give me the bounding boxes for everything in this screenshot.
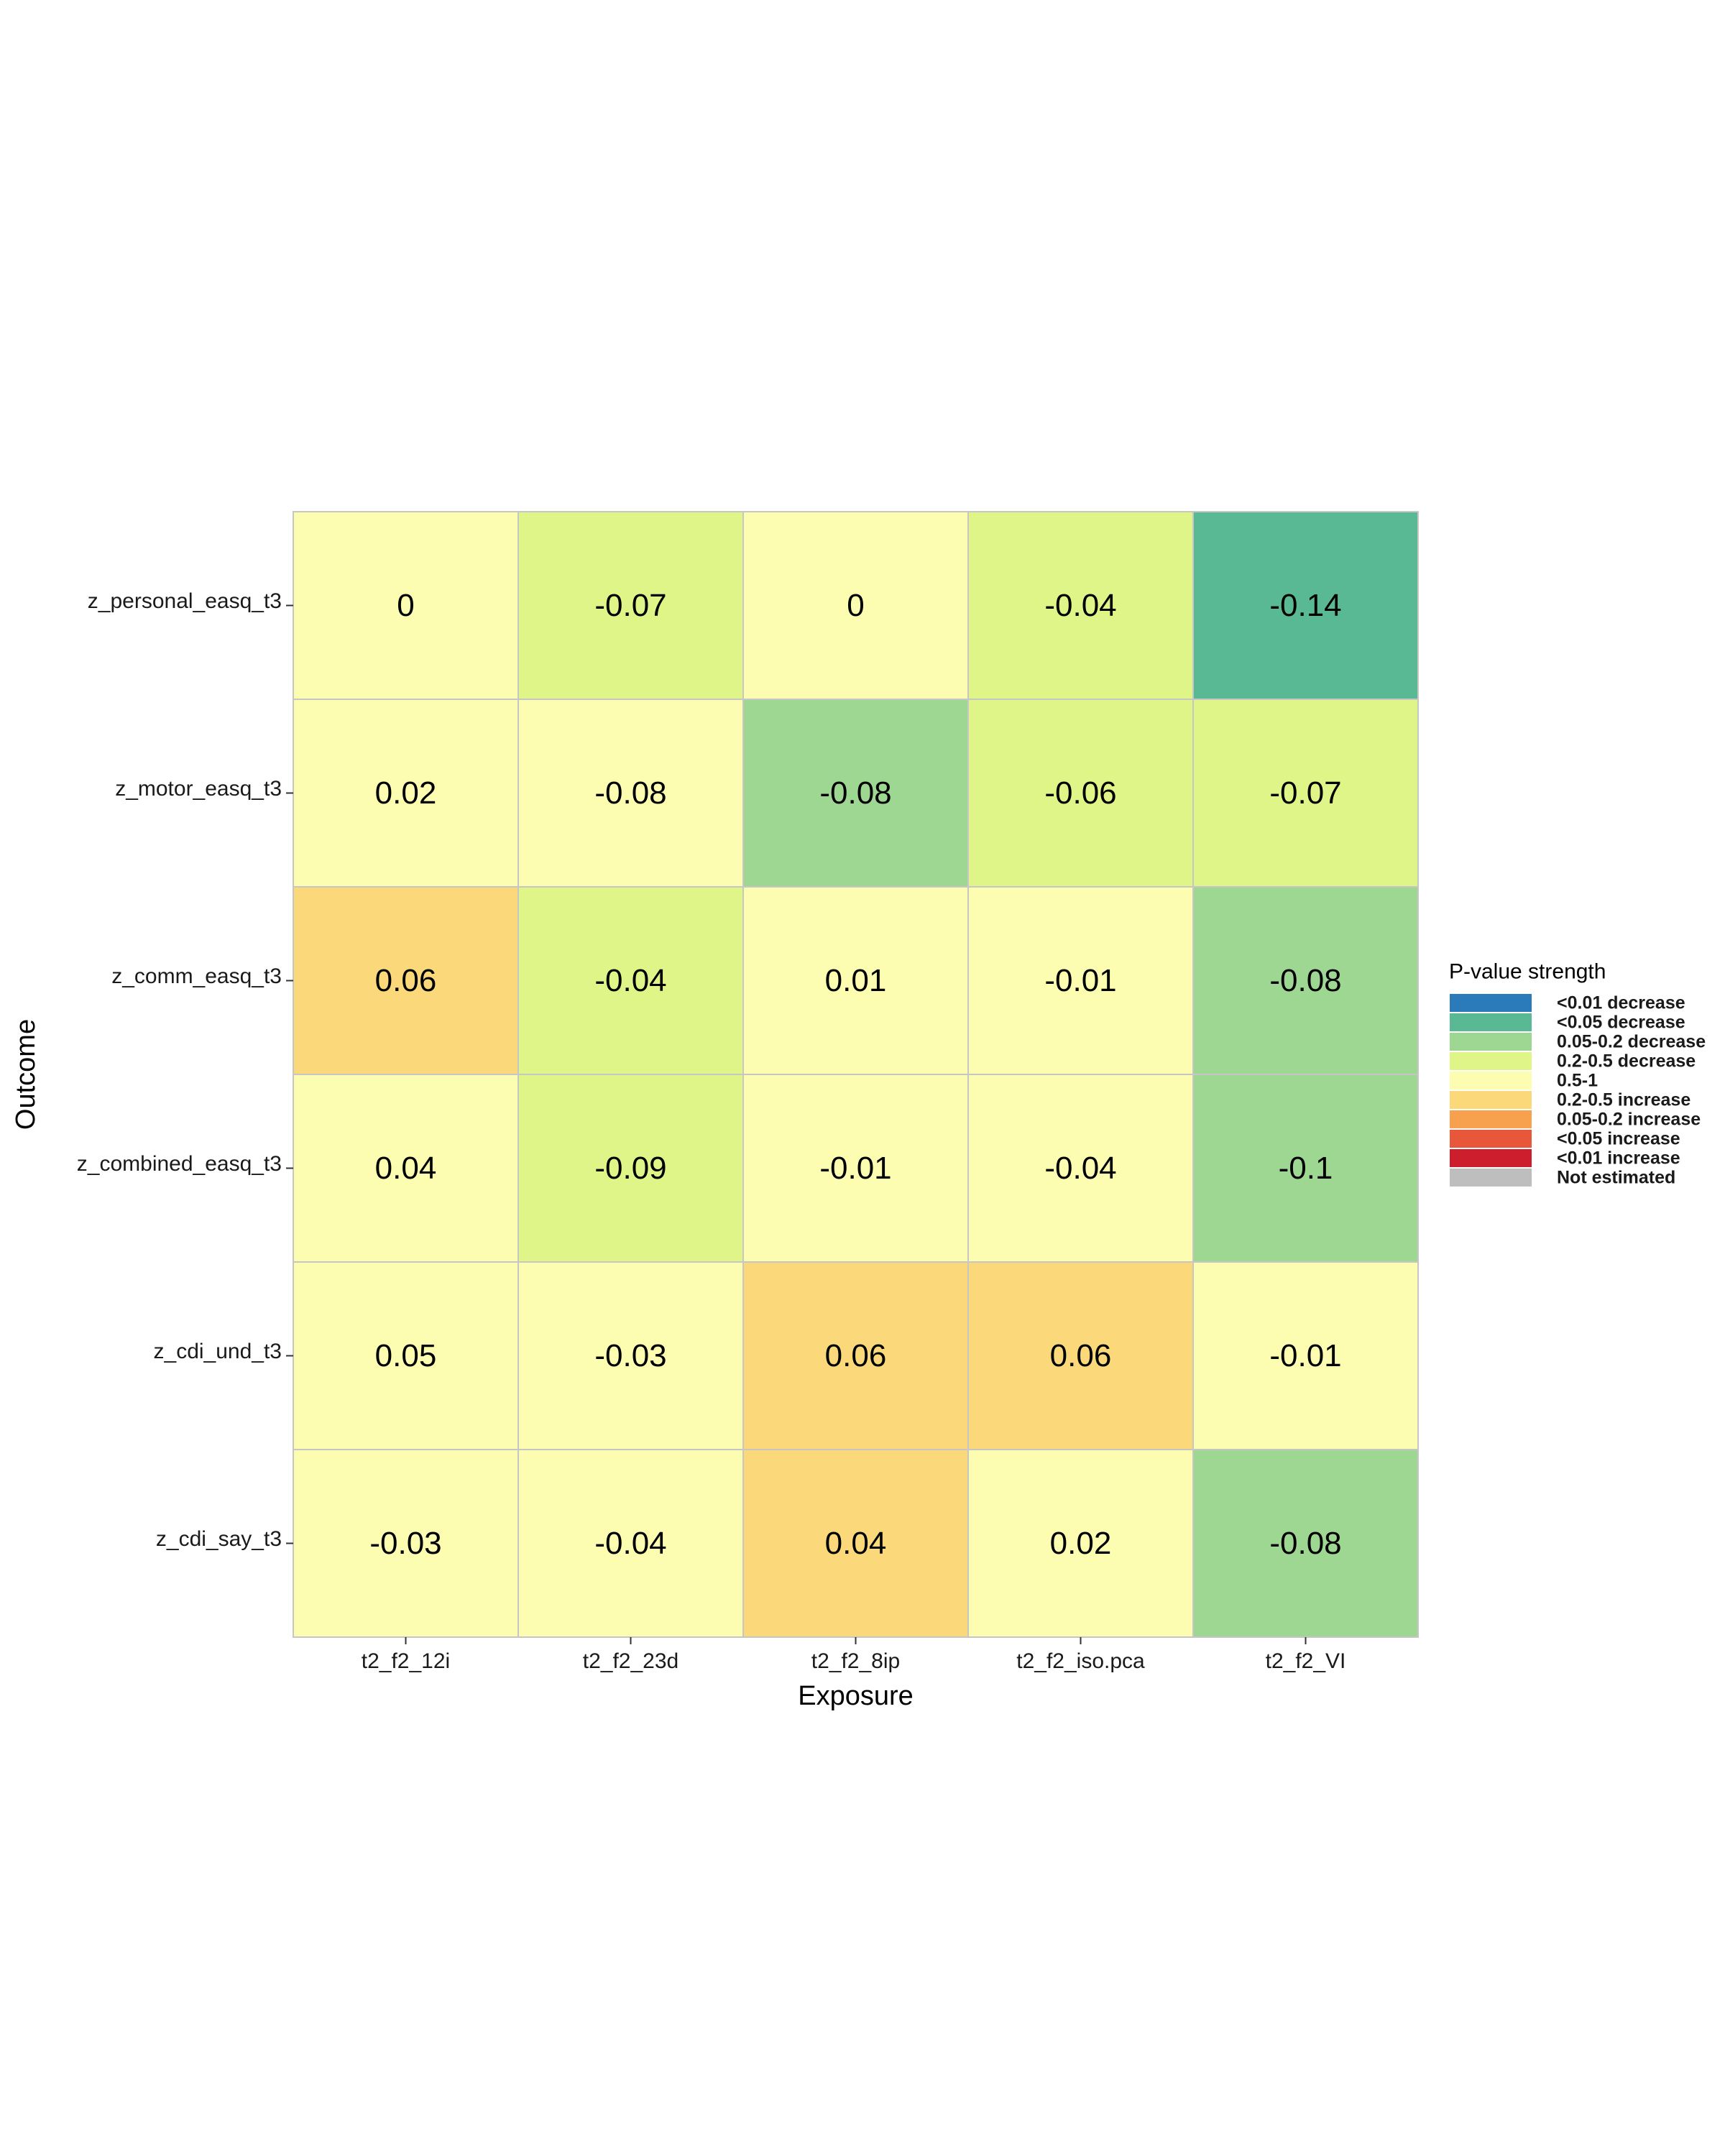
legend-label: <0.05 decrease bbox=[1557, 1013, 1685, 1033]
cell-value-label: 0.04 bbox=[825, 1526, 887, 1561]
cell-value-label: -0.03 bbox=[594, 1338, 666, 1373]
legend-label: 0.5-1 bbox=[1557, 1071, 1598, 1091]
legend-key bbox=[1448, 1012, 1533, 1033]
y-axis-title: Outcome bbox=[11, 1019, 41, 1130]
cell-value-label: -0.09 bbox=[594, 1151, 666, 1186]
cell-value-label: -0.04 bbox=[594, 1526, 666, 1561]
heatmap-cell bbox=[518, 1449, 744, 1638]
x-axis-title: Exposure bbox=[798, 1681, 914, 1711]
legend-key bbox=[1448, 1051, 1533, 1072]
cell-value-label: -0.07 bbox=[594, 588, 666, 623]
x-tick-label: t2_f2_VI bbox=[1266, 1649, 1346, 1673]
y-tick-label: z_comm_easq_t3 bbox=[111, 964, 282, 988]
legend-label: Not estimated bbox=[1557, 1168, 1675, 1188]
y-tick-label: z_combined_easq_t3 bbox=[77, 1152, 282, 1176]
cell-value-label: 0.02 bbox=[375, 775, 437, 811]
heatmap-cell bbox=[742, 699, 969, 888]
cell-value-label: -0.08 bbox=[594, 775, 666, 811]
legend-label: 0.2-0.5 decrease bbox=[1557, 1051, 1696, 1072]
heatmap-cell bbox=[742, 511, 969, 700]
heatmap-cell bbox=[518, 1261, 744, 1450]
y-tick-label: z_cdi_say_t3 bbox=[156, 1527, 282, 1551]
legend-key bbox=[1448, 1148, 1533, 1169]
cell-value-label: 0.02 bbox=[1050, 1526, 1112, 1561]
legend-key bbox=[1448, 1167, 1533, 1188]
heatmap-cell bbox=[1192, 1261, 1419, 1450]
heatmap-cell bbox=[742, 1261, 969, 1450]
heatmap-cell bbox=[1192, 1449, 1419, 1638]
cell-value-label: -0.03 bbox=[369, 1526, 441, 1561]
cell-value-label: 0.05 bbox=[375, 1338, 437, 1373]
cell-value-label: 0.06 bbox=[825, 1338, 887, 1373]
cell-value-label: -0.1 bbox=[1279, 1151, 1333, 1186]
cell-value-label: -0.08 bbox=[1269, 963, 1341, 998]
heatmap-cell bbox=[293, 511, 519, 700]
cell-value-label: -0.06 bbox=[1044, 775, 1116, 811]
cell-value-label: -0.14 bbox=[1269, 588, 1341, 623]
cell-value-label: 0 bbox=[397, 588, 414, 623]
heatmap-cell bbox=[518, 1074, 744, 1263]
legend-label: 0.2-0.5 increase bbox=[1557, 1090, 1690, 1110]
y-tick-label: z_personal_easq_t3 bbox=[88, 589, 282, 613]
heatmap-cell bbox=[518, 886, 744, 1075]
legend: P-value strength <0.01 decrease<0.05 dec… bbox=[1448, 960, 1706, 1188]
cell-value-label: -0.08 bbox=[819, 775, 891, 811]
legend-label: <0.01 increase bbox=[1557, 1148, 1680, 1169]
cell-value-label: -0.08 bbox=[1269, 1526, 1341, 1561]
cell-value-label: 0.06 bbox=[375, 963, 437, 998]
heatmap-cell bbox=[1192, 511, 1419, 700]
cell-value-label: 0.06 bbox=[1050, 1338, 1112, 1373]
heatmap-cell bbox=[518, 511, 744, 700]
legend-key bbox=[1448, 992, 1533, 1013]
heatmap-cell bbox=[1192, 1074, 1419, 1263]
y-tick-label: z_motor_easq_t3 bbox=[115, 777, 282, 801]
heatmap-cell bbox=[967, 1449, 1194, 1638]
legend-label: 0.05-0.2 decrease bbox=[1557, 1032, 1706, 1052]
x-tick-label: t2_f2_8ip bbox=[811, 1649, 900, 1673]
y-tick-label: z_cdi_und_t3 bbox=[154, 1340, 282, 1363]
heatmap-cell bbox=[742, 1074, 969, 1263]
legend-key bbox=[1448, 1070, 1533, 1091]
cell-value-label: -0.04 bbox=[594, 963, 666, 998]
legend-key bbox=[1448, 1109, 1533, 1130]
heatmap-cell bbox=[742, 886, 969, 1075]
heatmap-cell bbox=[967, 1074, 1194, 1263]
heatmap-cells: 0 -0.07 0 -0.04 -0.14 0.02 -0.08 -0.08 -0.06 -0.0… bbox=[293, 511, 1419, 1638]
cell-value-label: -0.01 bbox=[1269, 1338, 1341, 1373]
x-tick-label: t2_f2_iso.pca bbox=[1016, 1649, 1145, 1673]
x-tick-label: t2_f2_23d bbox=[583, 1649, 678, 1673]
heatmap-cell bbox=[1192, 699, 1419, 888]
cell-value-label: 0 bbox=[847, 588, 864, 623]
y-axis: z_personal_easq_t3 z_motor_easq_t3 z_comm_… bbox=[77, 589, 293, 1551]
cell-value-label: 0.04 bbox=[375, 1151, 437, 1186]
legend-label: 0.05-0.2 increase bbox=[1557, 1110, 1701, 1130]
cell-value-label: -0.04 bbox=[1044, 588, 1116, 623]
heatmap-cell bbox=[293, 1261, 519, 1450]
heatmap-cell bbox=[967, 511, 1194, 700]
cell-value-label: -0.01 bbox=[1044, 963, 1116, 998]
heatmap-cell bbox=[293, 699, 519, 888]
cell-value-label: -0.04 bbox=[1044, 1151, 1116, 1186]
x-tick-label: t2_f2_12i bbox=[362, 1649, 450, 1673]
legend-key bbox=[1448, 1031, 1533, 1052]
heatmap-cell bbox=[742, 1449, 969, 1638]
x-axis: t2_f2_12i t2_f2_23d t2_f2_8ip t2_f2_iso.pca… bbox=[362, 1637, 1346, 1673]
cell-value-label: -0.01 bbox=[819, 1151, 891, 1186]
legend-key bbox=[1448, 1128, 1533, 1149]
legend-key bbox=[1448, 1089, 1533, 1110]
legend-title: P-value strength bbox=[1449, 960, 1606, 984]
cell-value-label: -0.07 bbox=[1269, 775, 1341, 811]
legend-label: <0.05 increase bbox=[1557, 1129, 1680, 1149]
cell-value-label: 0.01 bbox=[825, 963, 887, 998]
heatmap-cell bbox=[967, 886, 1194, 1075]
legend-label: <0.01 decrease bbox=[1557, 993, 1685, 1013]
heatmap-cell bbox=[1192, 886, 1419, 1075]
